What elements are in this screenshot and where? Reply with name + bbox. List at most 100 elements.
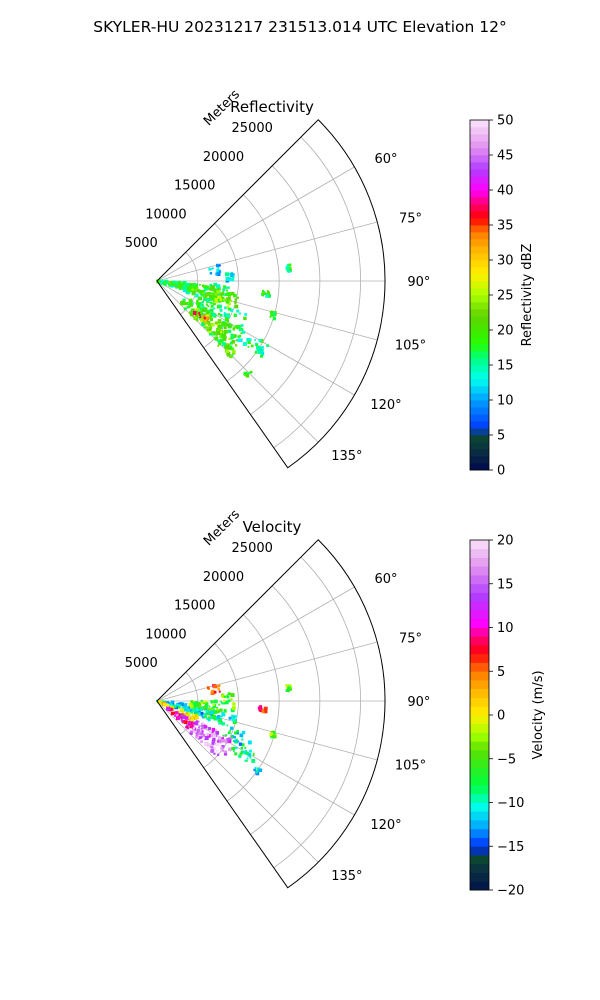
echo-gate (217, 304, 221, 308)
echo-gate (223, 313, 228, 317)
echo-gate (252, 752, 255, 755)
echo-gate (247, 740, 252, 745)
echo-gate (249, 749, 252, 753)
echo-gate (210, 311, 214, 315)
echo-gate (218, 322, 221, 325)
echo-gate (205, 298, 210, 302)
echo-gate (211, 267, 214, 270)
echo-gate (230, 308, 234, 312)
echo-gate (227, 699, 231, 703)
echo-gate (206, 743, 210, 747)
colorbar-segment (470, 610, 489, 620)
echo-gate (216, 740, 219, 743)
echo-gate (232, 706, 236, 710)
echo-gate (224, 317, 229, 321)
echo-gate (246, 757, 249, 760)
echo-gate (228, 747, 232, 752)
echo-gate (224, 293, 228, 296)
echo-gate (287, 270, 291, 273)
echo-gate (243, 373, 246, 376)
grid-arc-15000 (226, 614, 280, 802)
echo-gate (207, 329, 212, 333)
colorbar-segment (470, 463, 489, 471)
colorbar-segment (470, 449, 489, 457)
echo-gate (260, 354, 264, 358)
echo-gate (230, 336, 234, 340)
echo-gate (162, 702, 166, 706)
echo-gate (218, 288, 221, 290)
echo-region-6 (189, 727, 224, 756)
echo-gate (272, 311, 276, 315)
echo-gate (181, 284, 184, 286)
echo-gate (177, 706, 181, 709)
echo-gate (218, 684, 221, 687)
echo-gate (196, 289, 200, 293)
echo-gate (234, 752, 238, 756)
echo-gate (203, 297, 207, 301)
echo-gate (156, 279, 161, 284)
echo-gate (207, 314, 212, 319)
echo-gate (200, 302, 203, 304)
echo-gate (177, 280, 182, 285)
echo-gate (191, 288, 194, 291)
echo-gate (219, 309, 223, 312)
echo-gate (204, 295, 207, 298)
echo-gate (192, 313, 194, 316)
echo-gate (253, 768, 256, 772)
echo-gate (188, 305, 192, 308)
echo-gate (208, 295, 211, 298)
echo-gate (190, 700, 193, 703)
colorbar-segment (470, 548, 489, 558)
echo-gate (285, 265, 290, 270)
colorbar-segment (470, 225, 489, 233)
echo-gate (211, 289, 214, 292)
echo-gate (265, 292, 268, 295)
echo-gate (192, 705, 197, 709)
colorbar-segment (470, 337, 489, 345)
echo-gate (215, 708, 219, 711)
echo-gate (190, 283, 193, 286)
echo-gate (186, 712, 191, 716)
echo-gate (238, 327, 243, 332)
echo-gate (201, 292, 204, 296)
echo-gate (249, 338, 252, 341)
echo-gate (287, 686, 291, 690)
echo-gate (240, 332, 243, 335)
echo-gate (213, 307, 216, 310)
echo-gate (223, 709, 227, 713)
colorbar-segment (470, 288, 489, 296)
echo-gate (203, 736, 206, 740)
echo-gate (258, 347, 263, 351)
echo-gate (181, 300, 186, 305)
echo-gate (227, 692, 231, 696)
echo-gate (186, 709, 190, 713)
echo-gate (217, 312, 221, 316)
echo-gate (225, 349, 229, 353)
echo-gate (237, 324, 241, 329)
echo-gate (200, 319, 203, 322)
echo-gate (234, 301, 237, 304)
echo-gate (182, 720, 186, 724)
theta-tick-label: 135° (331, 449, 362, 464)
r-tick-label: 25000 (232, 541, 273, 556)
echo-gate (231, 340, 234, 343)
echo-gate (231, 349, 236, 354)
echo-gate (178, 704, 182, 708)
colorbar-tick-label: −20 (497, 884, 524, 899)
echo-gate (273, 732, 276, 735)
echo-gate (217, 687, 221, 691)
echo-gate (266, 344, 269, 347)
colorbar-segment (470, 330, 489, 338)
echo-gate (205, 319, 209, 323)
echo-gate (237, 310, 239, 313)
echo-gate (238, 334, 242, 338)
echo-gate (199, 316, 202, 318)
colorbar-segment (470, 855, 489, 865)
echo-gate (219, 264, 221, 267)
grid-radial-75 (156, 221, 378, 282)
r-tick-label: 15000 (174, 179, 215, 194)
echo-gate (228, 337, 231, 340)
echo-gate (205, 303, 208, 306)
echo-gate (217, 267, 219, 270)
theta-tick-label: 105° (395, 339, 426, 354)
